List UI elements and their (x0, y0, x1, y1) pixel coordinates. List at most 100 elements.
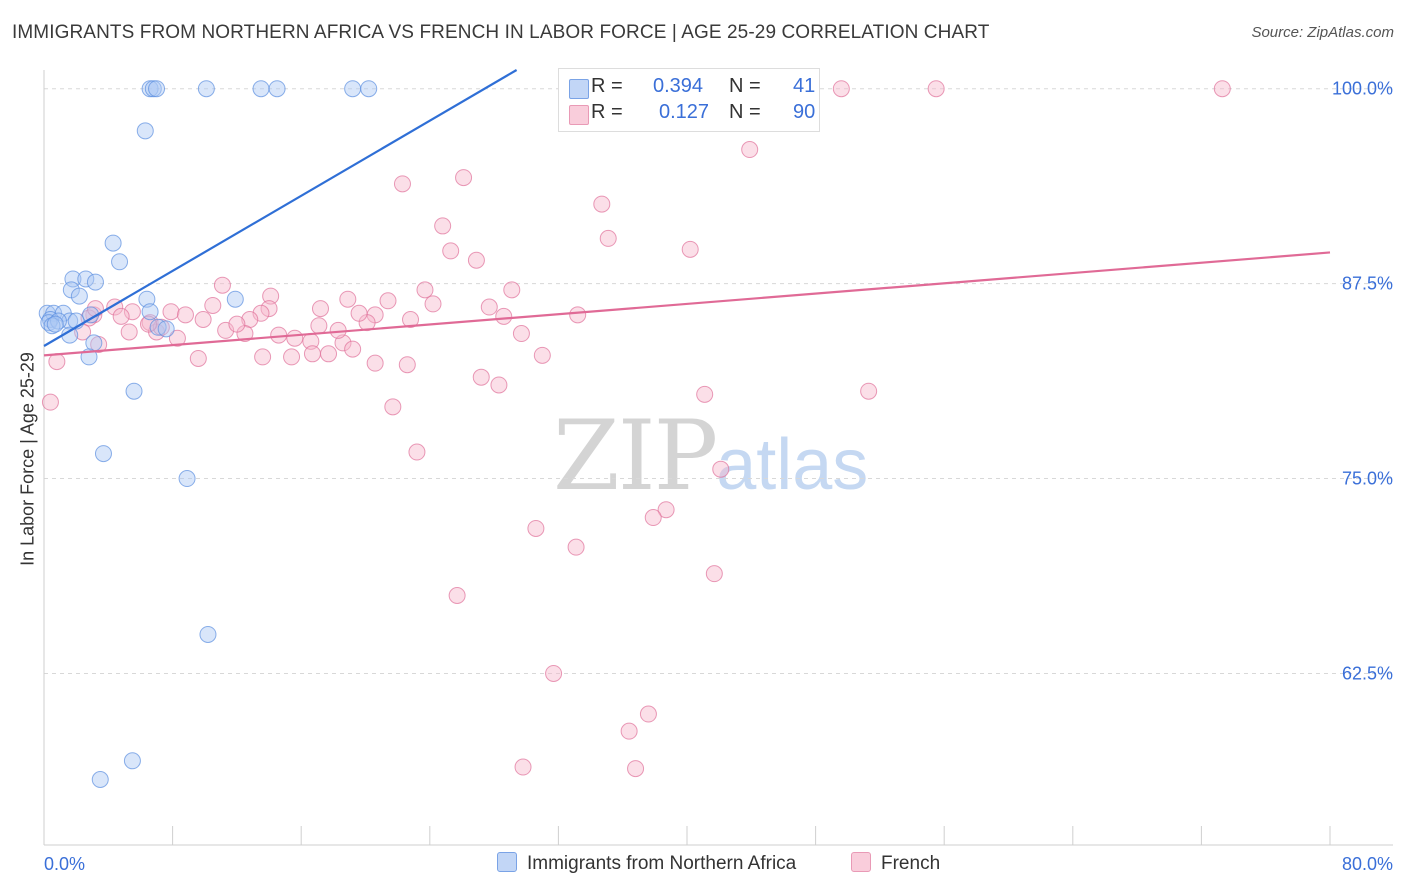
point-french (512, 325, 530, 343)
point-immigrants (138, 290, 156, 308)
legend-swatch-pink (569, 105, 589, 125)
point-french (204, 296, 222, 314)
legend-n-value: 41 (793, 75, 816, 97)
legend-r-value: 0.394 (653, 75, 704, 97)
point-french (123, 303, 141, 321)
y-tick-label: 87.5% (1342, 274, 1393, 294)
legend-label-french: French (881, 853, 941, 874)
point-french (545, 664, 563, 682)
correlation-legend: R = 0.394 N = 41 R = 0.127 N = 90 (558, 68, 820, 132)
point-immigrants (123, 752, 141, 770)
point-french (467, 251, 485, 269)
legend-item-french[interactable]: French (851, 852, 940, 875)
y-tick-label: 62.5% (1342, 663, 1393, 683)
point-french (593, 195, 611, 213)
legend-item-immigrants[interactable]: Immigrants from Northern Africa (497, 852, 796, 875)
point-french (339, 290, 357, 308)
point-immigrants (178, 470, 196, 488)
point-french (567, 538, 585, 556)
point-french (398, 356, 416, 374)
point-french (379, 292, 397, 310)
point-immigrants (141, 303, 159, 321)
point-french (434, 217, 452, 235)
legend-r-value: 0.127 (659, 101, 710, 123)
point-french (283, 348, 301, 366)
point-immigrants (252, 80, 270, 98)
point-immigrants (46, 315, 64, 333)
point-french (350, 304, 368, 322)
point-french (448, 587, 466, 605)
point-immigrants (268, 80, 286, 98)
point-immigrants (94, 445, 112, 463)
point-french (705, 565, 723, 583)
legend-r-label: R = (591, 75, 623, 97)
point-french (189, 349, 207, 367)
series-legend: Immigrants from Northern Africa French (0, 852, 1406, 876)
point-french (860, 382, 878, 400)
point-french (416, 281, 434, 299)
point-immigrants (104, 234, 122, 252)
point-french (112, 307, 130, 325)
point-french (334, 334, 352, 352)
point-immigrants (111, 253, 129, 271)
point-french (514, 758, 532, 776)
point-french (503, 281, 521, 299)
point-french (344, 340, 362, 358)
y-tick-label: 100.0% (1332, 79, 1393, 99)
point-french (303, 345, 321, 363)
point-french (1213, 80, 1231, 98)
point-french (384, 398, 402, 416)
point-immigrants (226, 290, 244, 308)
point-french (139, 315, 157, 333)
legend-swatch-blue (569, 79, 589, 99)
point-french (176, 306, 194, 324)
point-immigrants (157, 320, 175, 338)
point-french (644, 509, 662, 527)
point-french (599, 229, 617, 247)
point-french (569, 306, 587, 324)
point-french (408, 443, 426, 461)
point-french (480, 298, 498, 316)
point-french (41, 393, 59, 411)
point-french (260, 300, 278, 318)
point-immigrants (148, 80, 166, 98)
legend-swatch-blue (497, 852, 517, 872)
point-french (681, 240, 699, 258)
point-immigrants (77, 270, 95, 288)
point-immigrants (344, 80, 362, 98)
point-french (832, 80, 850, 98)
point-immigrants (197, 80, 215, 98)
point-french (194, 310, 212, 328)
point-french (402, 310, 420, 328)
point-french (927, 80, 945, 98)
point-immigrants (64, 270, 82, 288)
legend-swatch-pink (851, 852, 871, 872)
x-tick-label: 0.0% (44, 854, 85, 874)
point-french (310, 317, 328, 335)
point-french (712, 460, 730, 478)
legend-n-label: N = (729, 101, 761, 123)
point-immigrants (360, 80, 378, 98)
x-tick-label: 80.0% (1342, 854, 1393, 874)
point-french (162, 303, 180, 321)
point-french (620, 722, 638, 740)
point-french (657, 501, 675, 519)
point-french (639, 705, 657, 723)
legend-r-label: R = (591, 101, 623, 123)
point-french (533, 346, 551, 364)
point-french (168, 329, 186, 347)
point-french (627, 760, 645, 778)
y-axis-label: In Labor Force | Age 25-29 (17, 352, 38, 566)
point-french (696, 385, 714, 403)
trendline-french (43, 251, 1331, 357)
point-french (490, 376, 508, 394)
point-french (254, 348, 272, 366)
point-french (741, 141, 759, 159)
point-immigrants (125, 382, 143, 400)
point-french (455, 169, 473, 187)
point-french (286, 329, 304, 347)
point-french (472, 368, 490, 386)
chart-title: IMMIGRANTS FROM NORTHERN AFRICA VS FRENC… (12, 22, 990, 43)
point-french (213, 276, 231, 294)
